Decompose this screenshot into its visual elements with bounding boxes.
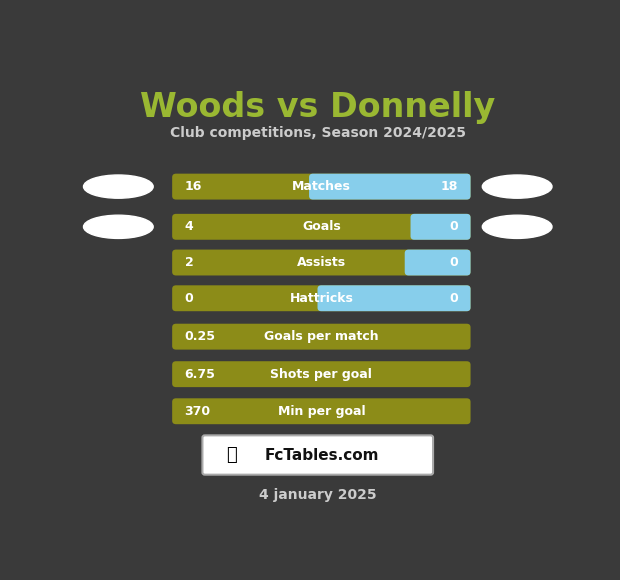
FancyBboxPatch shape [317, 285, 471, 311]
Text: Matches: Matches [292, 180, 351, 193]
Ellipse shape [84, 215, 153, 238]
Ellipse shape [84, 175, 153, 198]
Text: 4 january 2025: 4 january 2025 [259, 488, 376, 502]
Text: 16: 16 [185, 180, 202, 193]
Text: 0.25: 0.25 [185, 330, 216, 343]
FancyBboxPatch shape [172, 173, 471, 200]
Text: Woods vs Donnelly: Woods vs Donnelly [140, 91, 495, 124]
Text: 0: 0 [450, 292, 458, 304]
Text: 2: 2 [185, 256, 193, 269]
FancyBboxPatch shape [172, 324, 471, 350]
Text: Shots per goal: Shots per goal [270, 368, 372, 380]
FancyBboxPatch shape [172, 214, 471, 240]
Text: 18: 18 [441, 180, 458, 193]
FancyBboxPatch shape [405, 249, 471, 276]
Ellipse shape [482, 175, 552, 198]
Text: 0: 0 [450, 220, 458, 233]
FancyBboxPatch shape [172, 249, 471, 276]
FancyBboxPatch shape [410, 214, 471, 240]
Text: Assists: Assists [297, 256, 346, 269]
Text: 370: 370 [185, 405, 211, 418]
Text: 📊: 📊 [226, 446, 237, 464]
Text: Club competitions, Season 2024/2025: Club competitions, Season 2024/2025 [170, 126, 466, 140]
Text: Goals per match: Goals per match [264, 330, 379, 343]
FancyBboxPatch shape [172, 398, 471, 424]
Text: 4: 4 [185, 220, 193, 233]
FancyBboxPatch shape [172, 361, 471, 387]
FancyBboxPatch shape [309, 173, 471, 200]
Text: 6.75: 6.75 [185, 368, 216, 380]
Text: Min per goal: Min per goal [278, 405, 365, 418]
Text: Goals: Goals [302, 220, 341, 233]
Text: 0: 0 [185, 292, 193, 304]
FancyBboxPatch shape [202, 436, 433, 474]
Text: 0: 0 [450, 256, 458, 269]
FancyBboxPatch shape [172, 285, 471, 311]
Text: FcTables.com: FcTables.com [265, 448, 379, 462]
Ellipse shape [482, 215, 552, 238]
Text: Hattricks: Hattricks [290, 292, 353, 304]
